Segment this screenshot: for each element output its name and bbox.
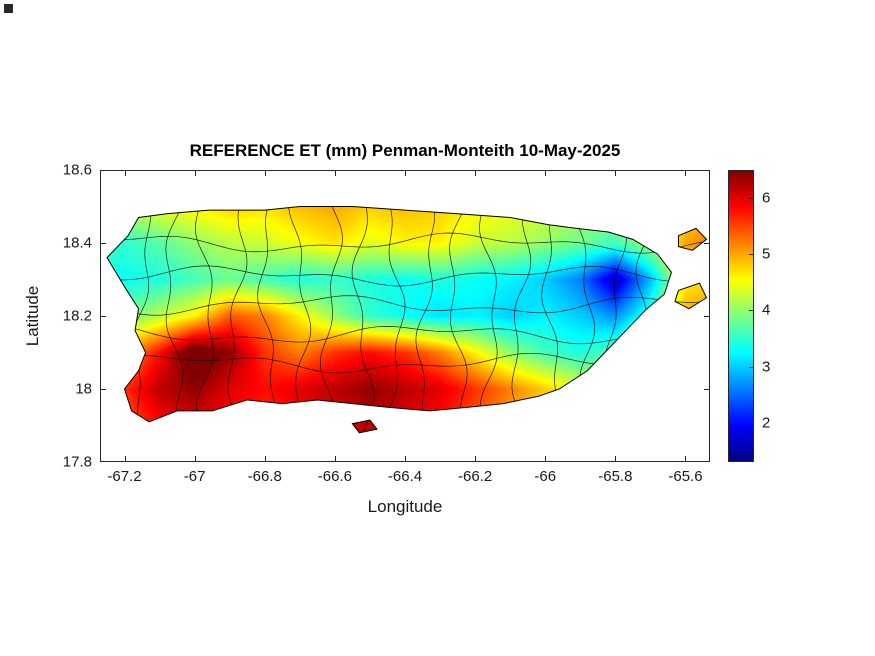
x-tick-label: -65.6 <box>668 468 703 485</box>
x-tick-label: -66.4 <box>387 468 423 485</box>
x-tick-label: -67 <box>183 468 206 485</box>
screen-corner-artifact <box>4 4 13 13</box>
colorbar-tick-label: 3 <box>762 358 771 376</box>
colorbar-tick-label: 5 <box>762 245 771 263</box>
y-tick-label: 18.6 <box>62 161 92 179</box>
y-tick-label: 18.2 <box>62 307 92 325</box>
chart-title: REFERENCE ET (mm) Penman-Monteith 10-May… <box>189 141 621 160</box>
colorbar-tick-label: 4 <box>762 301 771 319</box>
x-tick-label: -65.8 <box>598 468 633 485</box>
y-tick-label: 17.8 <box>62 453 92 471</box>
colorbar-tick-label: 2 <box>762 414 771 432</box>
colorbar <box>728 170 754 462</box>
colorbar-tick-label: 6 <box>762 189 771 207</box>
y-tick-label: 18.4 <box>62 234 92 252</box>
y-axis-label: Latitude <box>23 285 42 347</box>
x-tick-label: -66.2 <box>458 468 493 485</box>
x-tick-label: -67.2 <box>107 468 142 485</box>
x-tick-label: -66.8 <box>247 468 282 485</box>
x-tick-label: -66.6 <box>317 468 352 485</box>
x-tick-label: -66 <box>534 468 557 485</box>
y-tick-label: 18 <box>75 380 92 398</box>
x-axis-label: Longitude <box>367 497 443 516</box>
et-heatmap-canvas <box>100 170 710 462</box>
